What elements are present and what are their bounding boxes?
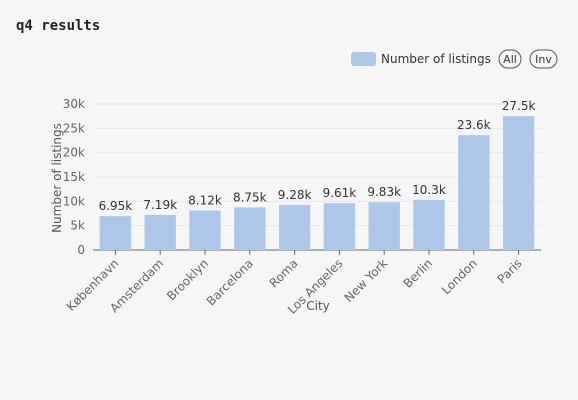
x-tick-label: Brooklyn bbox=[164, 256, 211, 303]
bar[interactable] bbox=[502, 116, 535, 251]
data-label: 23.6k bbox=[457, 118, 491, 132]
bar-series bbox=[99, 116, 535, 251]
page-title: q4 results bbox=[16, 18, 101, 34]
y-tick-label: 0 bbox=[77, 243, 85, 257]
bar[interactable] bbox=[323, 203, 356, 250]
y-axis-title: Number of listings bbox=[50, 123, 64, 233]
bar[interactable] bbox=[458, 135, 490, 250]
x-tick-label: London bbox=[439, 256, 480, 297]
y-tick-label: 15k bbox=[63, 170, 85, 184]
data-label: 8.75k bbox=[233, 190, 267, 204]
legend-series-label[interactable]: Number of listings bbox=[381, 52, 491, 66]
bar[interactable] bbox=[234, 207, 266, 250]
y-axis: 0 5k 10k 15k 20k 25k 30k bbox=[63, 97, 85, 257]
data-label: 9.28k bbox=[278, 188, 312, 202]
bar[interactable] bbox=[99, 216, 132, 250]
legend-inv-button[interactable]: Inv bbox=[529, 49, 558, 69]
x-axis-title: City bbox=[306, 299, 330, 313]
data-label: 9.61k bbox=[323, 186, 357, 200]
data-label: 9.83k bbox=[367, 185, 401, 199]
y-tick-label: 20k bbox=[63, 146, 85, 160]
y-tick-label: 25k bbox=[63, 121, 85, 135]
data-labels: 6.95k 7.19k 8.12k 8.75k 9.28k 9.61k 9.83k 10.3k… bbox=[99, 99, 536, 213]
data-label: 8.12k bbox=[188, 193, 222, 207]
bar[interactable] bbox=[368, 202, 400, 250]
x-tick-label: New York bbox=[342, 256, 391, 305]
x-tick-label: Barcelona bbox=[204, 256, 256, 308]
legend: Number of listings All Inv bbox=[351, 49, 558, 69]
y-tick-label: 5k bbox=[70, 219, 85, 233]
data-label: 10.3k bbox=[412, 183, 446, 197]
y-tick-label: 30k bbox=[63, 97, 85, 111]
x-tick-label: Paris bbox=[495, 256, 525, 286]
bar[interactable] bbox=[413, 199, 445, 250]
x-tick-label: Berlin bbox=[401, 256, 436, 291]
bar[interactable] bbox=[144, 215, 176, 250]
bar[interactable] bbox=[278, 204, 311, 250]
x-tick-label: Roma bbox=[267, 256, 301, 290]
legend-swatch[interactable] bbox=[351, 52, 376, 66]
legend-all-button[interactable]: All bbox=[498, 49, 522, 69]
legend-all-label: All bbox=[503, 53, 517, 66]
data-label: 7.19k bbox=[143, 198, 177, 212]
bar[interactable] bbox=[189, 210, 221, 250]
data-label: 27.5k bbox=[502, 99, 536, 113]
data-label: 6.95k bbox=[99, 199, 133, 213]
legend-inv-label: Inv bbox=[535, 53, 552, 66]
y-tick-label: 10k bbox=[63, 194, 85, 208]
